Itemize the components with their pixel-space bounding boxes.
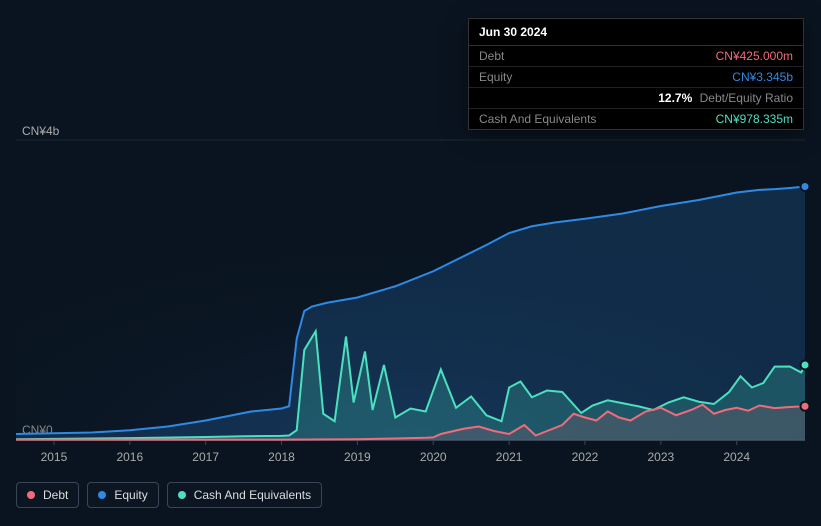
- tooltip-row-label: Debt: [479, 49, 504, 63]
- x-axis-label: 2015: [41, 450, 68, 464]
- legend-dot-icon: [98, 491, 106, 499]
- tooltip-row-value: CN¥3.345b: [732, 70, 793, 84]
- x-axis-label: 2017: [192, 450, 219, 464]
- tooltip-rows: Debt CN¥425.000m Equity CN¥3.345b 12.7% Debt…: [469, 46, 803, 129]
- legend-dot-icon: [178, 491, 186, 499]
- x-axis-label: 2020: [420, 450, 447, 464]
- tooltip-row-value: CN¥978.335m: [716, 112, 793, 126]
- legend-item-cash[interactable]: Cash And Equivalents: [167, 482, 322, 508]
- x-axis-label: 2016: [116, 450, 143, 464]
- legend-label: Equity: [114, 488, 147, 502]
- tooltip-row: Equity CN¥3.345b: [469, 67, 803, 88]
- tooltip-row: 12.7% Debt/Equity Ratio: [469, 88, 803, 109]
- legend: Debt Equity Cash And Equivalents: [16, 482, 322, 508]
- tooltip-row: Debt CN¥425.000m: [469, 46, 803, 67]
- x-axis-label: 2024: [723, 450, 750, 464]
- chart-root: Jun 30 2024 Debt CN¥425.000m Equity CN¥3.34…: [0, 0, 821, 526]
- x-axis-label: 2019: [344, 450, 371, 464]
- x-axis-label: 2018: [268, 450, 295, 464]
- tooltip-row-value: CN¥425.000m: [716, 49, 793, 63]
- x-axis-label: 2023: [647, 450, 674, 464]
- legend-item-debt[interactable]: Debt: [16, 482, 79, 508]
- legend-label: Cash And Equivalents: [194, 488, 311, 502]
- x-axis-label: 2022: [572, 450, 599, 464]
- tooltip-row-label: Cash And Equivalents: [479, 112, 596, 126]
- legend-item-equity[interactable]: Equity: [87, 482, 158, 508]
- tooltip-date: Jun 30 2024: [469, 19, 803, 46]
- tooltip: Jun 30 2024 Debt CN¥425.000m Equity CN¥3.34…: [468, 18, 804, 130]
- tooltip-row-ratio: 12.7% Debt/Equity Ratio: [658, 91, 793, 105]
- legend-label: Debt: [43, 488, 68, 502]
- x-axis-label: 2021: [496, 450, 523, 464]
- tooltip-row-label: Equity: [479, 70, 512, 84]
- legend-dot-icon: [27, 491, 35, 499]
- tooltip-row: Cash And Equivalents CN¥978.335m: [469, 109, 803, 129]
